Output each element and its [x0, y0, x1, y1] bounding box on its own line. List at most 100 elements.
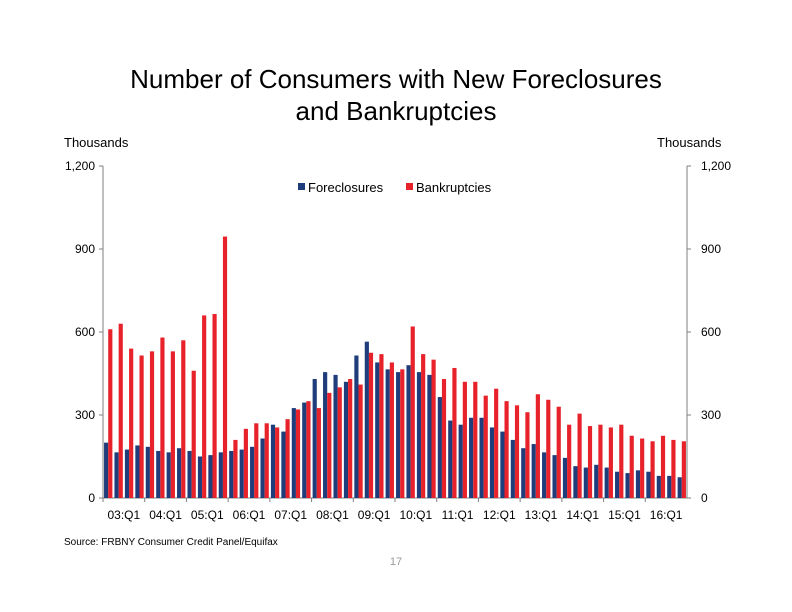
bankruptcies-bar — [525, 412, 530, 498]
bankruptcies-bar — [567, 424, 572, 498]
foreclosures-bar — [145, 446, 150, 498]
bankruptcies-bar — [160, 337, 165, 498]
foreclosures-bar — [562, 457, 568, 498]
foreclosures-bar — [625, 473, 630, 498]
foreclosures-bar — [218, 452, 223, 498]
bankruptcies-bar — [660, 435, 666, 498]
bankruptcies-bar — [358, 384, 363, 498]
bankruptcies-bar — [118, 323, 123, 498]
bankruptcies-bar — [556, 406, 561, 498]
foreclosures-bar — [552, 455, 557, 498]
foreclosures-bar — [270, 424, 276, 498]
foreclosures-bar — [375, 362, 380, 498]
right-y-tick-label: 900 — [701, 242, 721, 256]
bankruptcies-bar — [264, 423, 269, 498]
bankruptcies-bar — [587, 426, 593, 498]
bankruptcies-bar — [504, 401, 509, 498]
bankruptcies-bar — [202, 315, 207, 498]
bankruptcies-bar — [295, 409, 301, 498]
foreclosures-bar — [635, 470, 641, 498]
legend-foreclosures-swatch — [298, 183, 305, 190]
foreclosures-bar — [646, 471, 651, 498]
bankruptcies-bar — [254, 423, 259, 498]
legend-bankruptcies-swatch — [406, 183, 413, 190]
bankruptcies-bar — [316, 408, 321, 498]
foreclosures-bar — [385, 369, 390, 498]
bankruptcies-bar — [483, 395, 488, 498]
bankruptcies-bar — [671, 439, 676, 498]
foreclosures-bar — [302, 402, 307, 498]
bankruptcies-bar — [222, 236, 228, 499]
bankruptcies-bar — [129, 348, 134, 498]
foreclosures-bar — [312, 379, 317, 498]
foreclosures-bar — [250, 446, 255, 498]
foreclosures-bar — [239, 449, 244, 498]
chart-title: Number of Consumers with New Foreclosure… — [0, 63, 792, 127]
bankruptcies-bar — [535, 394, 540, 498]
bankruptcies-bar — [379, 354, 384, 498]
bankruptcies-bar — [285, 419, 290, 498]
foreclosures-bar — [124, 449, 130, 498]
bankruptcies-bar — [410, 326, 415, 498]
bankruptcies-bar — [170, 351, 175, 498]
bankruptcies-bar — [191, 370, 196, 498]
x-tick-label: 12:Q1 — [483, 508, 516, 522]
bankruptcies-bar — [462, 381, 467, 498]
foreclosures-bar — [229, 450, 234, 498]
foreclosures-bar — [343, 381, 349, 498]
bankruptcies-bar — [139, 355, 144, 498]
bankruptcies-bar — [421, 354, 426, 498]
bankruptcies-bar — [650, 441, 655, 498]
left-y-tick-label: 600 — [75, 325, 95, 339]
foreclosures-bar — [604, 467, 609, 498]
foreclosures-bar — [469, 417, 474, 498]
bankruptcies-bar — [306, 401, 311, 498]
foreclosures-bar — [542, 452, 547, 498]
bankruptcies-bar — [181, 340, 186, 498]
bankruptcies-bar — [337, 387, 342, 498]
right-axis-unit-label: Thousands — [657, 135, 722, 150]
x-tick-label: 05:Q1 — [191, 508, 224, 522]
x-tick-label: 04:Q1 — [149, 508, 182, 522]
x-tick-label: 07:Q1 — [274, 508, 307, 522]
bankruptcies-bar — [108, 329, 113, 498]
bankruptcies-bar — [243, 428, 248, 498]
foreclosures-bar — [437, 397, 442, 498]
foreclosures-bar — [573, 466, 578, 498]
x-tick-label: 16:Q1 — [650, 508, 683, 522]
bankruptcies-bar — [275, 427, 280, 498]
foreclosures-bar — [260, 438, 265, 498]
left-y-tick-label: 300 — [75, 408, 95, 422]
bankruptcies-bar — [368, 352, 374, 498]
bankruptcies-bar — [233, 439, 238, 498]
bankruptcies-bar — [598, 424, 603, 498]
foreclosures-bar — [489, 427, 495, 498]
bankruptcies-bar — [494, 388, 499, 498]
x-tick-label: 10:Q1 — [400, 508, 433, 522]
bankruptcies-bar — [441, 379, 447, 498]
foreclosures-bar — [333, 374, 338, 498]
bankruptcies-bar — [212, 314, 217, 498]
right-y-tick-label: 1,200 — [701, 159, 731, 173]
foreclosures-bar — [104, 442, 109, 498]
bankruptcies-bar — [327, 392, 332, 498]
x-tick-label: 13:Q1 — [525, 508, 558, 522]
left-y-tick-label: 0 — [88, 491, 95, 505]
right-y-tick-label: 600 — [701, 325, 721, 339]
bankruptcies-bar — [546, 399, 551, 498]
foreclosures-bar — [177, 448, 182, 498]
left-y-tick-label: 900 — [75, 242, 95, 256]
bankruptcies-bar — [608, 427, 613, 498]
foreclosures-bar — [135, 445, 140, 498]
bankruptcies-bar — [452, 367, 457, 498]
foreclosures-bar — [208, 455, 213, 498]
foreclosures-bar — [166, 452, 171, 498]
foreclosures-bar — [291, 408, 296, 498]
foreclosures-bar — [396, 372, 401, 498]
x-tick-label: 09:Q1 — [358, 508, 391, 522]
right-y-tick-label: 0 — [701, 491, 708, 505]
bankruptcies-bar — [431, 359, 436, 498]
bankruptcies-bar — [640, 438, 645, 498]
foreclosures-bar — [656, 475, 661, 498]
